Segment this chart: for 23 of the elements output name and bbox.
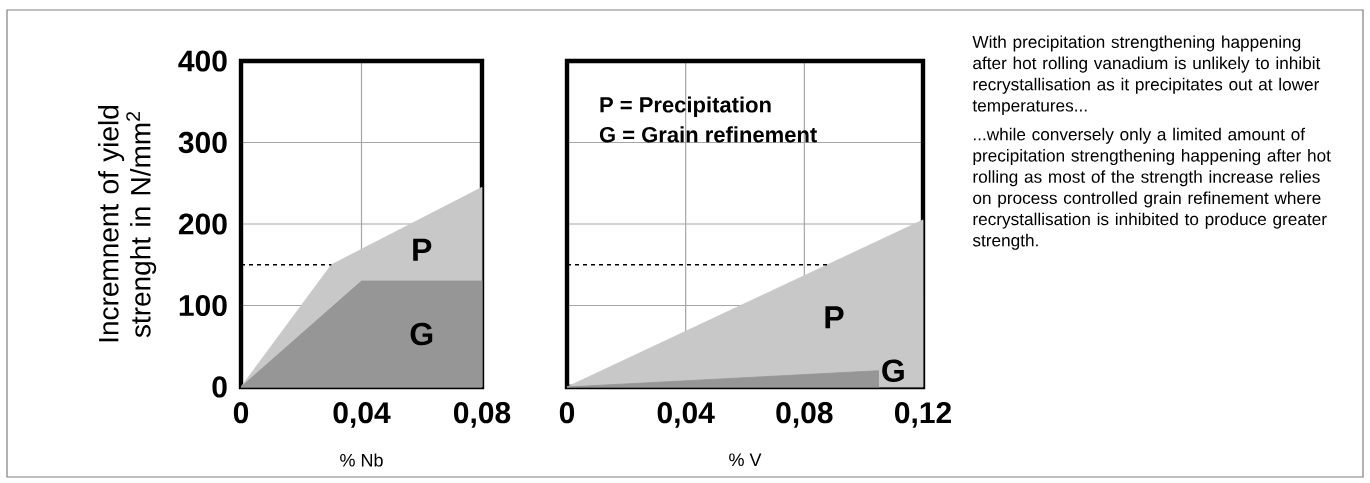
annotation: G = Grain refinement: [599, 126, 817, 143]
x-tick-label: 0,08: [453, 402, 511, 428]
annotation: P = Precipitation: [600, 96, 771, 117]
series-label: G: [882, 359, 904, 383]
x-tick-label: 0,04: [657, 402, 715, 428]
x-axis-title: % Nb: [340, 453, 383, 467]
y-tick-label: 0: [212, 376, 227, 398]
x-tick-label: 0: [559, 402, 575, 424]
y-tick-label: 100: [179, 294, 227, 317]
x-tick-label: 0: [233, 402, 249, 424]
series-label: P: [825, 306, 844, 329]
y-tick-label: 200: [178, 213, 227, 235]
x-tick-label: 0,12: [895, 402, 951, 428]
y-tick-label: 400: [178, 50, 227, 72]
x-tick-label: 0,08: [776, 402, 833, 428]
series-label: P: [413, 238, 432, 261]
text: ...while conversely only a limited amount of precipitation strengthening happening after hot rolling as most of the strength increase relies on process controlled grain refinement where recrystallisation is inhibited to produce greater strength.: [972, 127, 1331, 250]
text: With precipitation strengthening happening after hot rolling vanadium is unlikely to inhibit recrystallisation as it precipitates out at lower temperatures...: [972, 35, 1321, 116]
x-axis-title: % V: [729, 453, 762, 466]
y-tick-label: 300: [178, 131, 227, 154]
series-label: G: [410, 322, 433, 346]
x-tick-label: 0,04: [333, 402, 391, 428]
y-axis-title: Incremnent of yield strenght in N/mm$^{2}$: [98, 106, 157, 342]
